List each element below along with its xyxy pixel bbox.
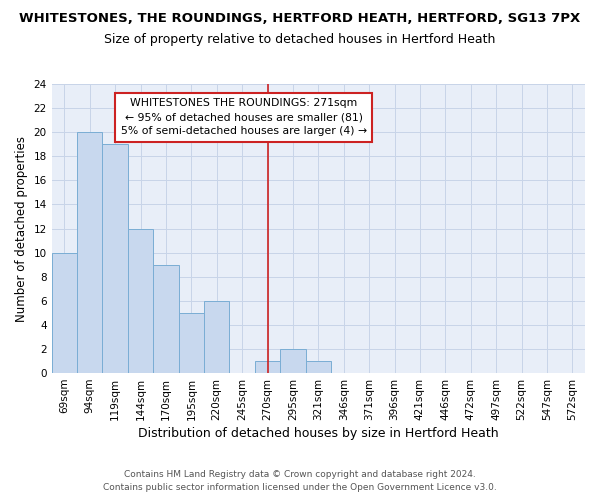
Text: WHITESTONES THE ROUNDINGS: 271sqm
← 95% of detached houses are smaller (81)
5% o: WHITESTONES THE ROUNDINGS: 271sqm ← 95% … <box>121 98 367 136</box>
Bar <box>179 313 204 373</box>
Bar <box>103 144 128 373</box>
X-axis label: Distribution of detached houses by size in Hertford Heath: Distribution of detached houses by size … <box>138 427 499 440</box>
Bar <box>255 361 280 373</box>
Bar <box>204 301 229 373</box>
Bar <box>280 349 305 373</box>
Bar <box>77 132 103 373</box>
Text: Contains HM Land Registry data © Crown copyright and database right 2024.
Contai: Contains HM Land Registry data © Crown c… <box>103 470 497 492</box>
Text: WHITESTONES, THE ROUNDINGS, HERTFORD HEATH, HERTFORD, SG13 7PX: WHITESTONES, THE ROUNDINGS, HERTFORD HEA… <box>19 12 581 26</box>
Bar <box>128 228 153 373</box>
Y-axis label: Number of detached properties: Number of detached properties <box>15 136 28 322</box>
Bar <box>153 264 179 373</box>
Bar <box>305 361 331 373</box>
Bar <box>52 252 77 373</box>
Text: Size of property relative to detached houses in Hertford Heath: Size of property relative to detached ho… <box>104 32 496 46</box>
